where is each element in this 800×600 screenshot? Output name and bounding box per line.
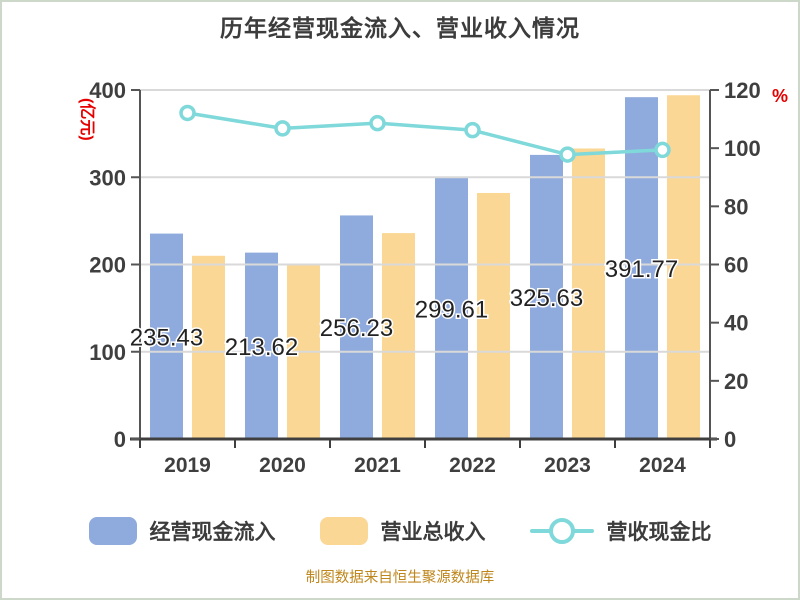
y-axis-right-tick-label: 100 <box>724 136 761 161</box>
bar-value-label: 235.43 <box>130 324 203 351</box>
bar-revenue <box>477 192 510 439</box>
footer-source-note: 制图数据来自恒生聚源数据库 <box>305 570 495 586</box>
x-axis-label: 2020 <box>259 454 306 477</box>
legend-label-revenue: 营业总收入 <box>380 521 486 544</box>
y-axis-right-tick-label: 120 <box>724 78 761 103</box>
x-axis-label: 2021 <box>354 454 401 477</box>
y-axis-right-tick-label: 80 <box>724 194 748 219</box>
legend: 经营现金流入 营业总收入 营收现金比 <box>2 516 798 546</box>
x-axis-label: 2023 <box>544 454 591 477</box>
y-axis-right-tick-label: 60 <box>724 253 748 278</box>
y-axis-right-tick-label: 0 <box>724 427 736 452</box>
legend-line-dot <box>548 518 575 544</box>
y-axis-left-tick-label: 100 <box>89 340 126 365</box>
legend-line-marker-icon <box>529 517 594 545</box>
ratio-line <box>185 111 665 157</box>
bar-revenue <box>667 95 700 440</box>
ratio-line-marker <box>464 121 481 139</box>
y-axis-left-tick-label: 400 <box>89 78 126 103</box>
bar-cash-inflow <box>340 215 373 439</box>
bar-cash-inflow <box>150 233 183 439</box>
left-axis-unit-label: (亿元) <box>78 98 97 141</box>
ratio-line-marker <box>179 104 196 122</box>
ratio-line-marker <box>274 120 291 137</box>
right-axis-unit-label: % <box>772 86 788 106</box>
bar-cash-inflow <box>245 252 278 439</box>
x-axis-label: 2024 <box>639 454 686 477</box>
legend-swatch-revenue-icon <box>319 517 368 545</box>
bar-revenue <box>572 148 605 439</box>
legend-label-ratio: 营收现金比 <box>606 521 712 544</box>
chart-title: 历年经营现金流入、营业收入情况 <box>220 15 580 41</box>
bar-revenue <box>382 233 415 439</box>
legend-swatch-cash-inflow-icon <box>88 517 137 545</box>
y-axis-left-tick-label: 300 <box>89 165 126 190</box>
bar-value-label: 299.61 <box>415 296 488 323</box>
ratio-line-marker <box>559 146 576 163</box>
bar-value-label: 325.63 <box>510 285 583 312</box>
y-axis-left-tick-label: 0 <box>114 427 126 452</box>
legend-item-cash-inflow[interactable]: 经营现金流入 <box>88 516 276 546</box>
bar-value-label: 213.62 <box>225 334 298 361</box>
y-axis-right-tick-label: 40 <box>724 311 748 336</box>
legend-label-cash-inflow: 经营现金流入 <box>149 521 276 544</box>
x-axis-label: 2019 <box>164 454 211 477</box>
bar-cash-inflow <box>625 97 658 440</box>
y-axis-left-tick-label: 200 <box>89 253 126 278</box>
bar-cash-inflow <box>530 154 563 439</box>
bar-revenue <box>192 255 225 439</box>
ratio-line-marker <box>369 114 386 132</box>
bar-value-label: 391.77 <box>605 256 678 283</box>
bar-cash-inflow <box>435 177 468 439</box>
x-axis-label: 2022 <box>449 454 496 477</box>
y-axis-right-tick-label: 20 <box>724 369 748 394</box>
legend-item-revenue[interactable]: 营业总收入 <box>319 516 486 546</box>
legend-item-ratio[interactable]: 营收现金比 <box>529 516 712 546</box>
bar-value-label: 256.23 <box>320 315 393 342</box>
ratio-line-marker <box>654 141 671 159</box>
